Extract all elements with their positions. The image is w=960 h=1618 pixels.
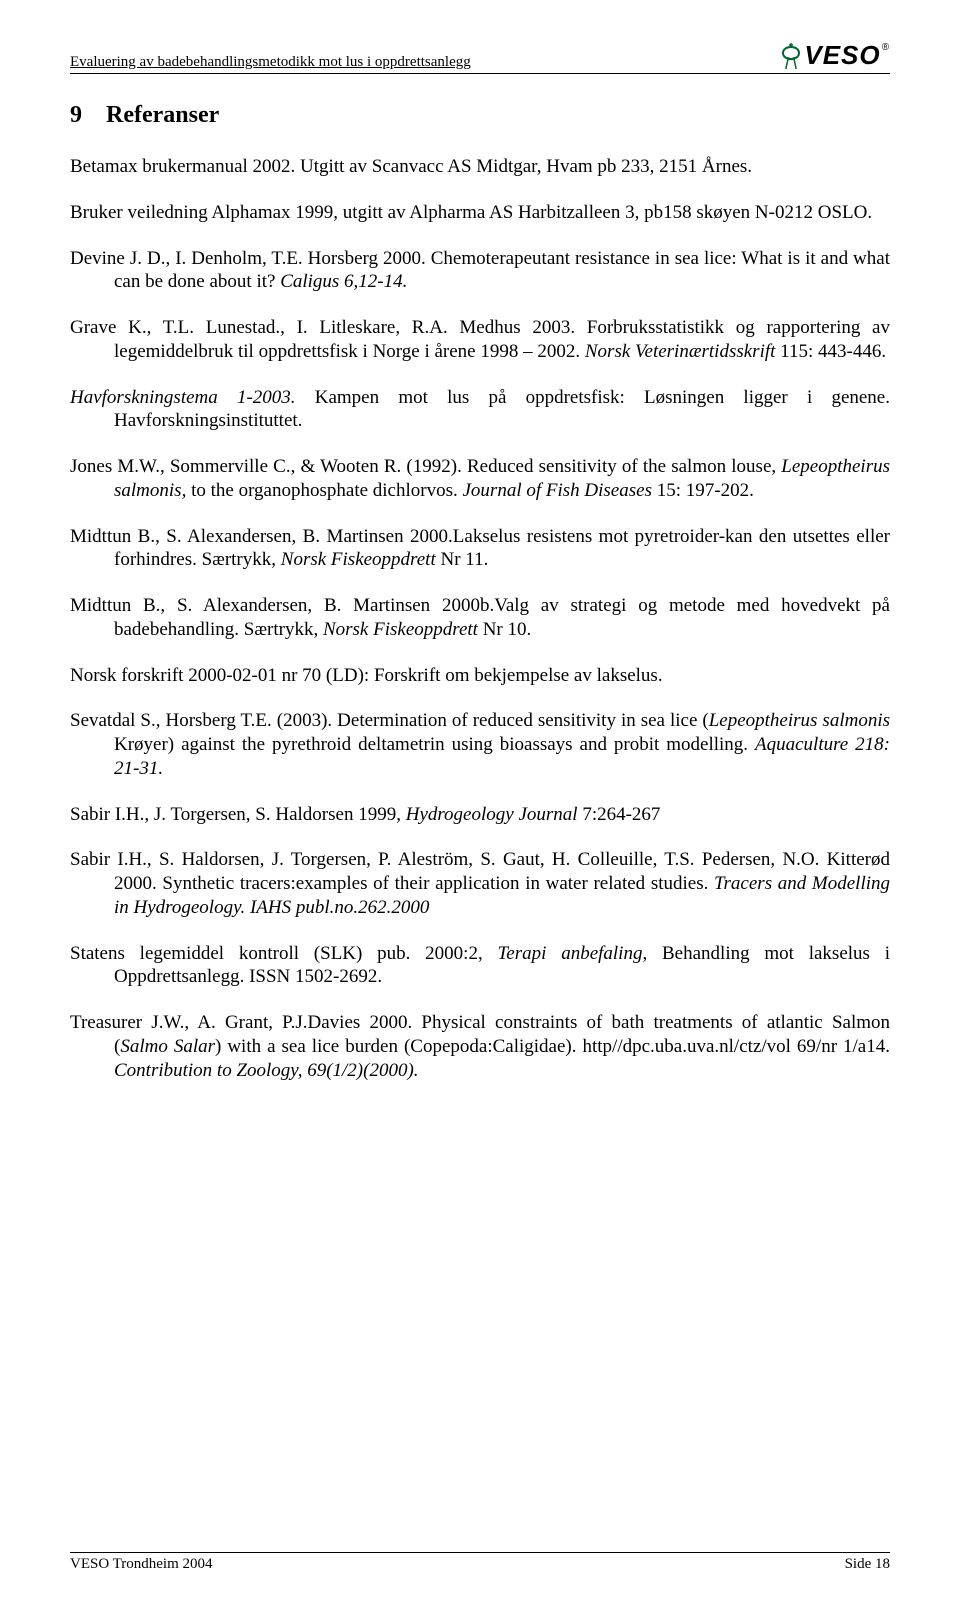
reference-item: Midttun B., S. Alexandersen, B. Martinse… [70,525,890,573]
page-footer: VESO Trondheim 2004 Side 18 [70,1552,890,1573]
reference-item: Statens legemiddel kontroll (SLK) pub. 2… [70,942,890,990]
reference-item: Devine J. D., I. Denholm, T.E. Horsberg … [70,247,890,295]
reference-item: Betamax brukermanual 2002. Utgitt av Sca… [70,155,890,179]
section-heading: 9 Referanser [70,102,890,129]
section-number: 9 [70,102,82,128]
reference-item: Havforskningstema 1-2003. Kampen mot lus… [70,386,890,434]
reference-item: Jones M.W., Sommerville C., & Wooten R. … [70,455,890,503]
page-header: Evaluering av badebehandlingsmetodikk mo… [70,40,890,74]
logo: VESO ® [780,40,890,71]
reference-item: Norsk forskrift 2000-02-01 nr 70 (LD): F… [70,664,890,688]
veso-logo-icon [780,43,802,69]
reference-item: Grave K., T.L. Lunestad., I. Litleskare,… [70,316,890,364]
reference-item: Bruker veiledning Alphamax 1999, utgitt … [70,201,890,225]
reference-item: Midttun B., S. Alexandersen, B. Martinse… [70,594,890,642]
footer-left: VESO Trondheim 2004 [70,1556,213,1573]
logo-registered-icon: ® [882,42,890,53]
footer-page-number: Side 18 [845,1556,890,1573]
reference-item: Sabir I.H., S. Haldorsen, J. Torgersen, … [70,848,890,919]
reference-item: Treasurer J.W., A. Grant, P.J.Davies 200… [70,1011,890,1082]
reference-item: Sevatdal S., Horsberg T.E. (2003). Deter… [70,709,890,780]
reference-item: Sabir I.H., J. Torgersen, S. Haldorsen 1… [70,803,890,827]
section-title: Referanser [106,102,219,128]
running-title: Evaluering av badebehandlingsmetodikk mo… [70,54,471,71]
logo-text: VESO [804,40,880,71]
